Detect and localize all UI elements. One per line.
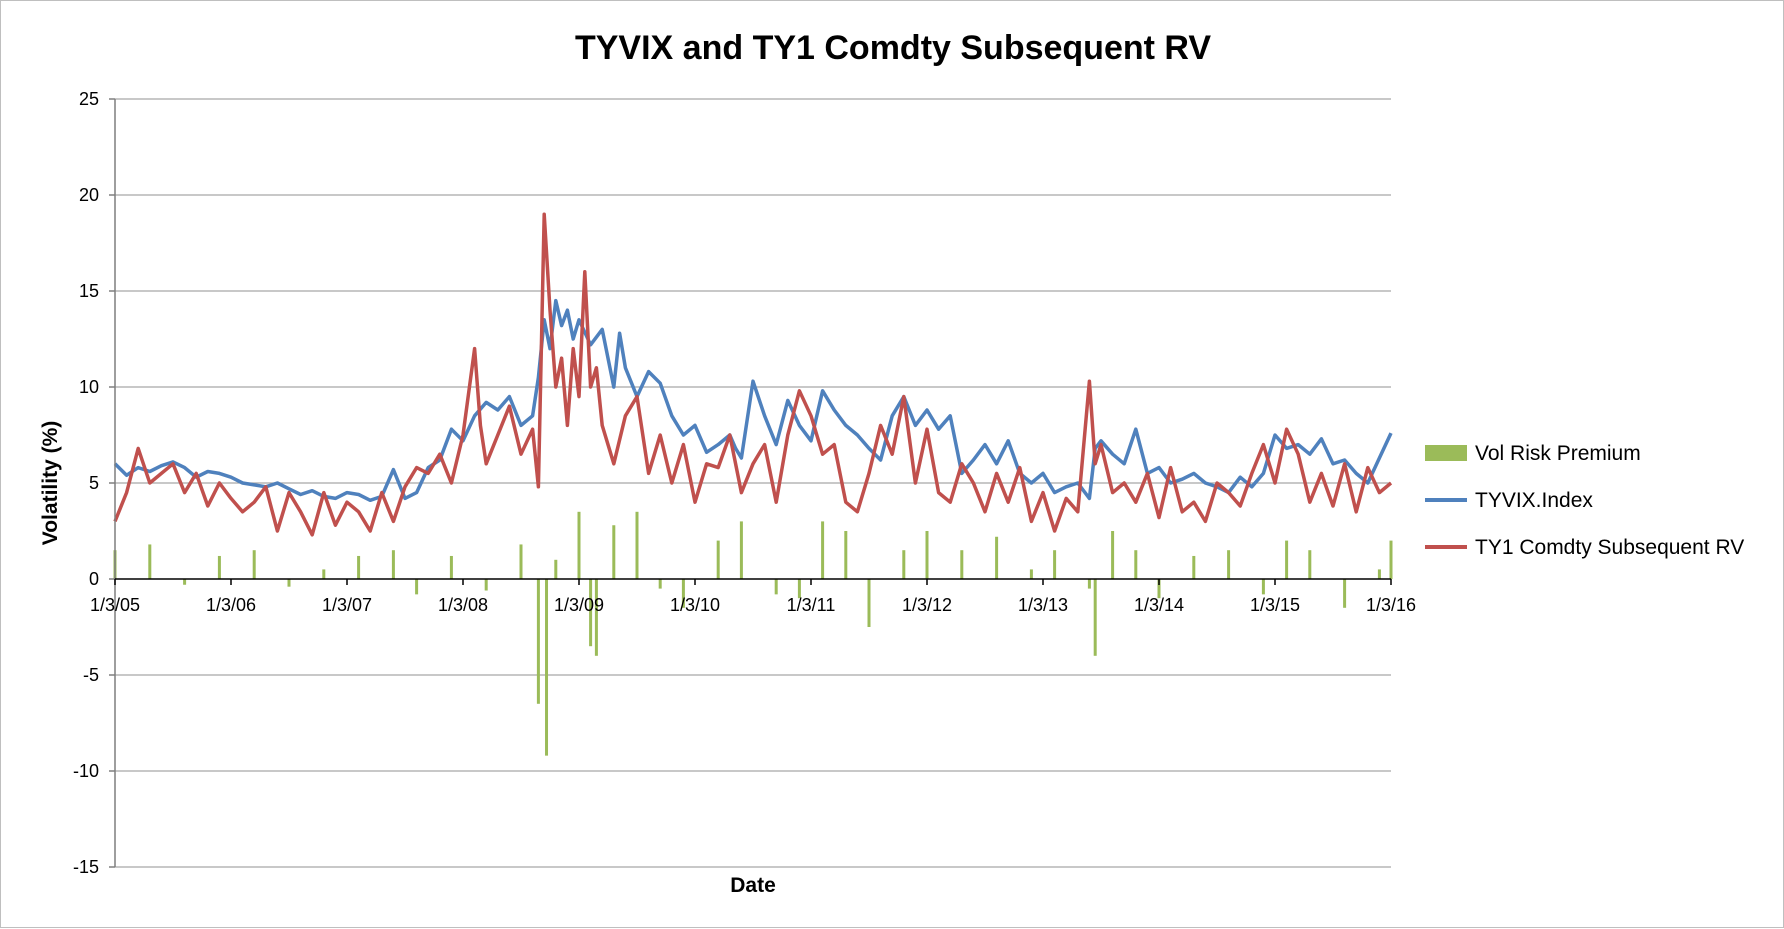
x-tick-label-4: 1/3/09 xyxy=(554,595,604,615)
rv-line xyxy=(113,212,1393,537)
vrp-bar-45 xyxy=(1308,550,1312,579)
vrp-bar-24 xyxy=(739,521,743,579)
vrp-bar-8 xyxy=(391,550,395,579)
x-tick-label-7: 1/3/12 xyxy=(902,595,952,615)
y-tick-label-2: 15 xyxy=(79,281,99,301)
x-tick-label-9: 1/3/14 xyxy=(1134,595,1184,615)
legend-label-0: Vol Risk Premium xyxy=(1475,442,1641,465)
legend-label-2: TY1 Comdty Subsequent RV xyxy=(1475,536,1744,559)
vrp-bar-32 xyxy=(960,550,964,579)
vrp-bar-28 xyxy=(844,531,848,579)
x-tick-label-10: 1/3/15 xyxy=(1250,595,1300,615)
vrp-bar-18 xyxy=(594,579,598,656)
vrp-bar-30 xyxy=(902,550,906,579)
gridlines xyxy=(115,98,1391,868)
y-tick-label-4: 5 xyxy=(89,473,99,493)
vrp-bar-26 xyxy=(797,579,801,599)
vrp-bar-11 xyxy=(484,579,488,591)
vrp-bar-10 xyxy=(449,555,453,579)
legend-label-1: TYVIX.Index xyxy=(1475,489,1593,512)
vrp-bar-47 xyxy=(1377,569,1381,579)
vrp-bar-14 xyxy=(545,579,549,756)
vrp-bar-25 xyxy=(774,579,778,595)
vrp-bar-34 xyxy=(1029,569,1033,579)
vrp-bar-20 xyxy=(635,511,639,579)
y-tick-label-6: -5 xyxy=(83,665,99,685)
legend: Vol Risk Premium TYVIX.Index TY1 Comdty Su… xyxy=(1425,442,1744,559)
y-tick-label-8: -15 xyxy=(73,857,99,877)
vrp-bar-42 xyxy=(1227,550,1231,579)
chart-title: TYVIX and TY1 Comdty Subsequent RV xyxy=(575,29,1211,67)
vrp-bar-36 xyxy=(1087,579,1091,589)
x-tick-label-8: 1/3/13 xyxy=(1018,595,1068,615)
x-tick-label-2: 1/3/07 xyxy=(322,595,372,615)
vrp-bar-41 xyxy=(1192,555,1196,579)
vrp-bar-21 xyxy=(658,579,662,589)
vrp-bar-6 xyxy=(322,569,326,579)
legend-swatch-0 xyxy=(1425,445,1467,461)
vrp-bar-46 xyxy=(1343,579,1347,608)
x-tick-label-6: 1/3/11 xyxy=(787,595,836,615)
y-tick-labels: 25 20 15 10 5 0 -5 -10 -15 xyxy=(73,89,99,877)
x-axis-title: Date xyxy=(730,874,776,897)
vrp-bar-48 xyxy=(1389,540,1393,579)
y-tick-label-1: 20 xyxy=(79,185,99,205)
y-tick-label-7: -10 xyxy=(73,761,99,781)
x-tick-label-1: 1/3/06 xyxy=(206,595,256,615)
x-tick-label-3: 1/3/08 xyxy=(438,595,488,615)
vrp-bar-33 xyxy=(995,536,999,579)
vrp-bar-19 xyxy=(612,525,616,579)
vrp-bar-35 xyxy=(1053,550,1057,579)
vrp-bar-1 xyxy=(148,544,152,579)
x-tick-labels: 1/3/05 1/3/06 1/3/07 1/3/08 1/3/09 1/3/10 1/3/… xyxy=(90,595,1416,615)
y-tick-label-5: 0 xyxy=(89,569,99,589)
vrp-bar-12 xyxy=(519,544,523,579)
vrp-bar-16 xyxy=(577,511,581,579)
vrp-bar-43 xyxy=(1261,579,1265,595)
vrp-bar-39 xyxy=(1134,550,1138,579)
vrp-bar-44 xyxy=(1285,540,1289,579)
vrp-bar-13 xyxy=(536,579,540,704)
vrp-bar-5 xyxy=(287,579,291,587)
vrp-bar-17 xyxy=(589,579,593,647)
axes xyxy=(109,98,1392,868)
vrp-bar-23 xyxy=(716,540,720,579)
vrp-bar-15 xyxy=(554,559,558,579)
tyvix-line xyxy=(113,298,1393,503)
y-tick-label-0: 25 xyxy=(79,89,99,109)
vrp-bar-31 xyxy=(925,531,929,579)
vrp-bar-29 xyxy=(867,579,871,627)
vrp-bar-38 xyxy=(1111,531,1115,579)
vrp-bar-3 xyxy=(217,555,221,579)
y-axis-title: Volatility (%) xyxy=(39,421,62,545)
x-tick-label-5: 1/3/10 xyxy=(670,595,720,615)
vrp-bar-9 xyxy=(415,579,419,595)
series-lines xyxy=(113,212,1393,537)
vrp-bar-4 xyxy=(252,550,256,579)
vrp-bar-37 xyxy=(1093,579,1097,656)
x-tick-label-11: 1/3/16 xyxy=(1366,595,1416,615)
vrp-bar-27 xyxy=(821,521,825,579)
x-tick-label-0: 1/3/05 xyxy=(90,595,140,615)
vrp-bar-40 xyxy=(1157,579,1161,599)
vrp-bar-22 xyxy=(681,579,685,608)
vrp-bar-7 xyxy=(357,555,361,579)
y-tick-label-3: 10 xyxy=(79,377,99,397)
vrp-bars xyxy=(113,511,1393,756)
vrp-bar-2 xyxy=(183,579,187,585)
